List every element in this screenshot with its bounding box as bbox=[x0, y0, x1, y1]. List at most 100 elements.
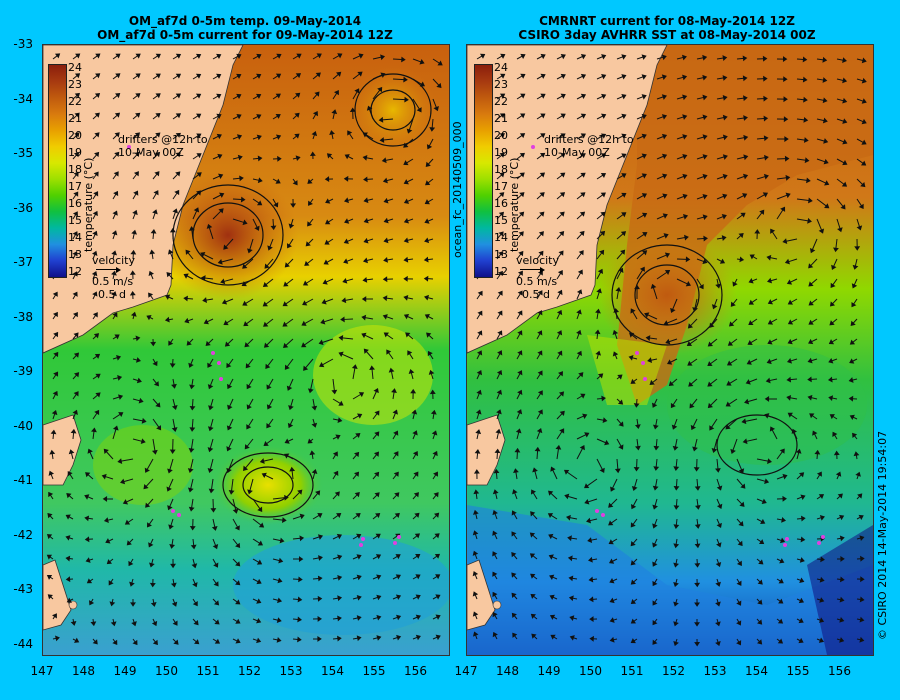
current-arrow-head bbox=[747, 339, 753, 345]
current-arrow bbox=[476, 333, 481, 340]
current-arrow bbox=[169, 458, 174, 470]
current-arrow bbox=[266, 258, 274, 267]
current-arrow-head bbox=[266, 423, 272, 429]
current-arrow-head bbox=[741, 418, 747, 425]
current-arrow-head bbox=[477, 330, 483, 336]
current-arrow bbox=[736, 77, 744, 80]
current-arrow bbox=[105, 451, 114, 460]
current-arrow-head bbox=[738, 521, 744, 527]
current-arrow bbox=[245, 298, 254, 304]
current-arrow bbox=[386, 334, 394, 340]
current-arrow-head bbox=[240, 196, 246, 203]
current-arrow-head bbox=[540, 133, 546, 139]
current-arrow-head bbox=[356, 533, 362, 539]
current-arrow bbox=[322, 338, 334, 343]
current-arrow bbox=[770, 257, 778, 260]
current-arrow bbox=[816, 58, 824, 61]
current-arrow-head bbox=[537, 350, 543, 356]
current-arrow bbox=[72, 214, 77, 220]
current-arrow bbox=[272, 198, 277, 205]
current-arrow-head bbox=[337, 595, 343, 602]
current-arrow-head bbox=[155, 93, 161, 99]
current-arrow bbox=[676, 56, 684, 60]
current-arrow bbox=[696, 77, 704, 80]
current-arrow-head bbox=[369, 365, 376, 371]
current-arrow bbox=[514, 492, 518, 500]
current-arrow-head bbox=[244, 342, 250, 348]
current-arrow bbox=[696, 176, 705, 180]
current-arrow bbox=[516, 174, 523, 180]
current-arrow-head bbox=[361, 332, 367, 339]
current-arrow-head bbox=[376, 635, 382, 641]
current-arrow-head bbox=[748, 278, 754, 284]
current-arrow-head bbox=[472, 530, 479, 536]
current-arrow-head bbox=[244, 444, 250, 450]
current-arrow-head bbox=[621, 153, 627, 159]
current-arrow-head bbox=[50, 429, 57, 435]
current-arrow-head bbox=[568, 575, 574, 582]
current-arrow bbox=[786, 238, 798, 242]
current-arrow bbox=[132, 55, 138, 60]
current-arrow bbox=[836, 138, 845, 143]
current-arrow-head bbox=[589, 616, 594, 623]
current-arrow-head bbox=[354, 451, 360, 458]
current-arrow-head bbox=[278, 557, 284, 564]
current-arrow-head bbox=[860, 160, 867, 166]
current-arrow-head bbox=[128, 560, 134, 567]
current-arrow-head bbox=[284, 494, 289, 501]
current-arrow bbox=[92, 638, 96, 642]
current-arrow-head bbox=[631, 485, 638, 492]
current-arrow bbox=[228, 358, 234, 366]
current-arrow bbox=[328, 198, 334, 202]
current-arrow-head bbox=[91, 427, 97, 433]
current-arrow-head bbox=[653, 466, 660, 471]
current-arrow-head bbox=[615, 286, 622, 292]
current-arrow bbox=[192, 598, 197, 604]
current-arrow bbox=[654, 498, 658, 507]
current-arrow bbox=[536, 174, 543, 180]
current-arrow bbox=[252, 116, 259, 120]
current-arrow bbox=[776, 194, 788, 200]
current-arrow-head bbox=[630, 560, 636, 566]
current-arrow-head bbox=[216, 93, 222, 99]
current-arrow bbox=[109, 558, 114, 563]
current-arrow bbox=[676, 136, 684, 140]
current-arrow-head bbox=[549, 594, 555, 601]
current-arrow-head bbox=[115, 93, 121, 99]
current-arrow bbox=[212, 155, 220, 160]
current-arrow bbox=[172, 618, 176, 623]
current-arrow bbox=[675, 558, 678, 564]
current-arrow-head bbox=[134, 151, 140, 158]
current-arrow-head bbox=[184, 317, 190, 324]
current-arrow bbox=[655, 418, 658, 426]
current-arrow-head bbox=[492, 489, 499, 495]
current-arrow bbox=[267, 358, 274, 367]
current-arrow-head bbox=[323, 259, 329, 265]
current-arrow-head bbox=[72, 291, 78, 297]
current-arrow-head bbox=[281, 517, 287, 523]
current-arrow bbox=[407, 238, 414, 241]
current-arrow-head bbox=[224, 341, 231, 347]
current-arrow bbox=[656, 271, 668, 280]
current-arrow-head bbox=[568, 595, 574, 602]
current-arrow-head bbox=[663, 320, 669, 326]
current-arrow-head bbox=[171, 404, 178, 410]
current-arrow-head bbox=[837, 227, 843, 233]
current-arrow-head bbox=[472, 611, 479, 617]
left-colorbar bbox=[48, 64, 67, 278]
current-arrow-head bbox=[170, 563, 176, 569]
current-arrow bbox=[654, 518, 658, 526]
current-arrow-head bbox=[358, 53, 364, 59]
current-arrow-head bbox=[764, 413, 770, 419]
current-arrow-head bbox=[742, 55, 748, 62]
current-arrow-head bbox=[92, 210, 98, 217]
current-arrow-head bbox=[492, 571, 498, 577]
current-arrow-head bbox=[707, 361, 713, 367]
current-arrow bbox=[732, 298, 738, 305]
current-arrow-head bbox=[685, 281, 691, 287]
current-arrow bbox=[87, 474, 94, 480]
current-arrow bbox=[152, 618, 156, 623]
current-arrow-head bbox=[550, 466, 556, 472]
current-arrow-head bbox=[662, 173, 668, 179]
current-arrow-head bbox=[374, 431, 380, 437]
